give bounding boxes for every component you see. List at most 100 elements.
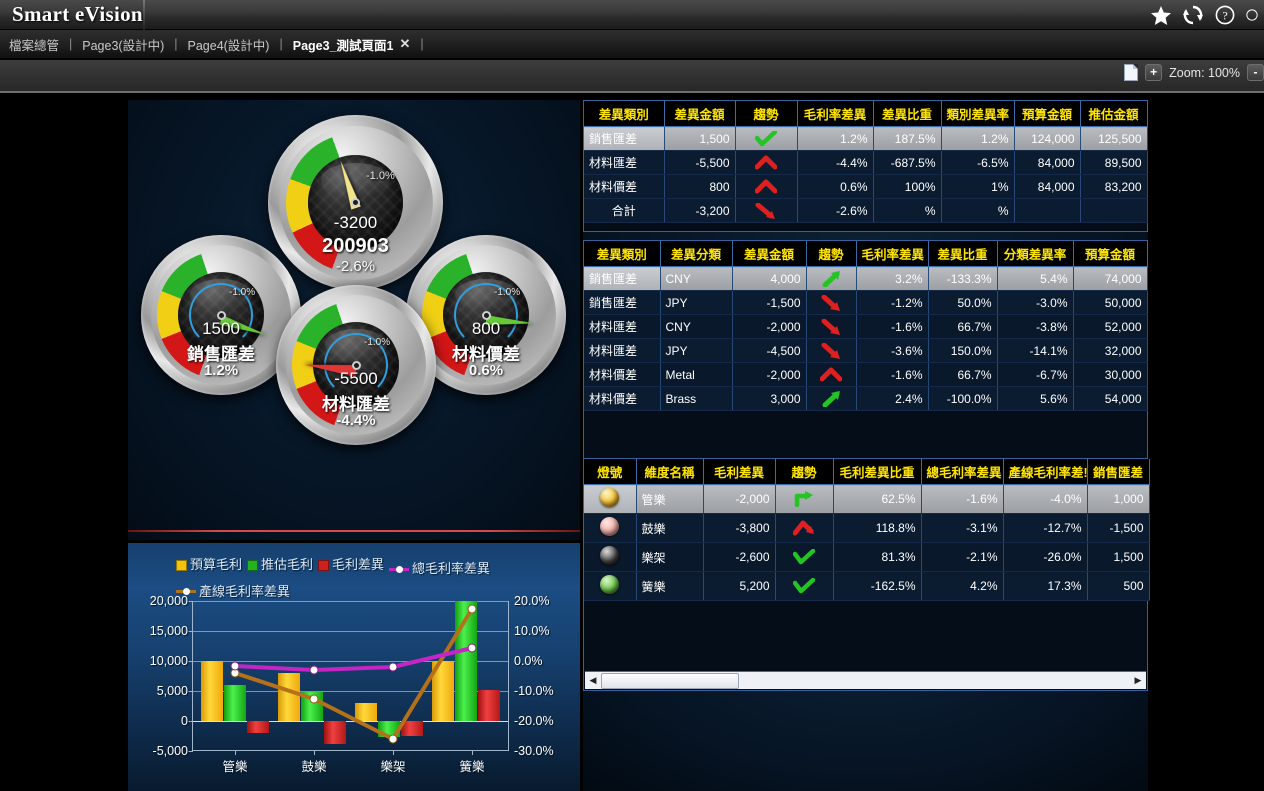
gauge-value: -3200 [333,213,378,232]
col-header[interactable]: 趨勢 [735,101,798,127]
col-header[interactable]: 總毛利率差異 [921,459,1004,485]
turn-up-green-icon [794,491,813,508]
col-header[interactable]: 毛利率差異 [797,101,874,127]
gauge-material-fx[interactable]: -1.0% -5500 材料匯差 -4.4% [276,285,436,445]
chart-plot-area: 20,000 15,000 10,000 5,000 0 -5,000 20.0… [150,594,554,774]
cell-category: 合計 [584,198,665,223]
col-header[interactable]: 差異金額 [732,241,807,267]
col-header[interactable]: 維度名稱 [636,459,704,485]
tab-page3-design[interactable]: Page3(設計中) [73,30,173,58]
col-header[interactable]: 差異比重 [873,101,942,127]
col-header[interactable]: 差異比重 [928,241,998,267]
table-row[interactable]: 材料匯差 CNY -2,000 -1.6% 66.7% -3.8% 52,000 [584,314,1148,339]
col-header[interactable]: 差異類別 [584,241,661,267]
cell-line-margin-variance: -4.0% [1003,484,1088,514]
cell-budget: 30,000 [1073,362,1148,387]
table-row[interactable]: 簧樂 5,200 -162.5% 4.2% 17.3% 500 [584,571,1150,601]
cell-profit-variance: -2,600 [703,542,776,572]
col-header[interactable]: 毛利差異 [703,459,776,485]
gauge-sales-fx[interactable]: -1.0% 1500 銷售匯差 1.2% [141,235,301,395]
refresh-icon[interactable] [1182,4,1204,26]
cell-profit-variance: 5,200 [703,571,776,601]
table-row[interactable]: 材料價差 800 0.6% 100% 1% 84,000 83,200 [584,174,1148,199]
col-header[interactable]: 燈號 [584,459,637,485]
table-row[interactable]: 銷售匯差 CNY 4,000 3.2% -133.3% 5.4% 74,000 [584,266,1148,291]
col-header[interactable]: 趨勢 [775,459,834,485]
table-row[interactable]: 材料價差 Metal -2,000 -1.6% 66.7% -6.7% 30,0… [584,362,1148,387]
cell-class: CNY [660,314,733,339]
legend-line [176,588,196,595]
tab-file-explorer[interactable]: 檔案總管 [0,30,68,58]
y-axis-label: 5,000 [156,684,188,698]
col-header[interactable]: 差異分類 [660,241,733,267]
table-row[interactable]: 材料價差 Brass 3,000 2.4% -100.0% 5.6% 54,00… [584,386,1148,411]
cell-budget: 52,000 [1073,314,1148,339]
table-row-total[interactable]: 合計 -3,200 -2.6% % % [584,198,1148,223]
col-header[interactable]: 銷售匯差 [1087,459,1150,485]
window-title-bar: Smart eVision ? [0,0,1264,30]
zoom-in-button[interactable]: + [1145,64,1163,81]
table-row[interactable]: 銷售匯差 1,500 1.2% 187.5% 1.2% 124,000 125,… [584,126,1148,151]
gauge-inner-ring [324,333,388,397]
legend-label: 毛利差異 [332,557,385,572]
bar-variance-3 [478,690,500,721]
table-row[interactable]: 鼓樂 -3,800 118.8% -3.1% -12.7% -1,500 [584,513,1150,543]
zoom-out-button[interactable]: - [1247,64,1264,81]
status-lamp-icon [600,546,620,565]
horizontal-scrollbar[interactable]: ◀ ▶ [585,671,1146,689]
cell-variance-weight: -100.0% [928,386,998,411]
table-row[interactable]: 材料匯差 -5,500 -4.4% -687.5% -6.5% 84,000 8… [584,150,1148,175]
legend-item-estimated-gross-profit: 推估毛利 [247,555,313,575]
col-header[interactable]: 差異類別 [584,101,665,127]
bar-budget-2 [355,703,377,721]
gauge-value: 800 [471,319,501,338]
dimension-grid[interactable]: 燈號 維度名稱 毛利差異 趨勢 毛利差異比重 總毛利率差異 產線毛利率差! 銷售… [583,458,1150,691]
scrollbar-track[interactable] [601,672,1130,689]
col-header[interactable]: 推估金額 [1080,101,1148,127]
caret-up-red-icon [819,367,843,381]
arrow-down-red-icon [755,202,775,219]
cell-trend [735,198,798,223]
table-row[interactable]: 材料匯差 JPY -4,500 -3.6% 150.0% -14.1% 32,0… [584,338,1148,363]
cell-estimate: 89,500 [1080,150,1148,175]
tab-page3-test1[interactable]: Page3_測試頁面1 ✕ [284,30,420,58]
col-header[interactable]: 預算金額 [1014,101,1081,127]
close-icon[interactable]: ✕ [399,36,411,51]
col-header[interactable]: 差異金額 [664,101,736,127]
col-header[interactable]: 預算金額 [1073,241,1148,267]
cell-trend [735,126,798,151]
cell-lamp [584,513,637,543]
variance-summary-grid[interactable]: 差異類別 差異金額 趨勢 毛利率差異 差異比重 類別差異率 預算金額 推估金額 … [583,100,1148,232]
gauge-tick-label: -1.0% [364,337,391,348]
x-tick [393,750,394,755]
table-header-row: 差異類別 差異金額 趨勢 毛利率差異 差異比重 類別差異率 預算金額 推估金額 [584,101,1148,127]
col-header[interactable]: 產線毛利率差! [1003,459,1088,485]
cell-amount: -2,000 [732,362,807,387]
cell-amount: -1,500 [732,290,807,315]
table-header-row: 燈號 維度名稱 毛利差異 趨勢 毛利差異比重 總毛利率差異 產線毛利率差! 銷售… [584,459,1150,485]
y2-axis-label: 0.0% [514,654,543,668]
col-header[interactable]: 毛利率差異 [856,241,929,267]
arrow-down-red-icon [821,342,840,359]
scrollbar-thumb[interactable] [601,672,739,689]
table-row[interactable]: 樂架 -2,600 81.3% -2.1% -26.0% 1,500 [584,542,1150,572]
col-header[interactable]: 趨勢 [806,241,857,267]
gauge-main[interactable]: -1.0% -3200 200903 -2.6% [268,115,443,290]
col-header[interactable]: 毛利差異比重 [833,459,922,485]
tab-page4-design[interactable]: Page4(設計中) [179,30,279,58]
info-icon[interactable] [1246,4,1258,26]
cell-budget: 74,000 [1073,266,1148,291]
scroll-left-icon[interactable]: ◀ [589,675,597,685]
col-header[interactable]: 分類差異率 [997,241,1074,267]
legend-item-line-gross-margin-variance: 產線毛利率差異 [176,582,290,602]
star-icon[interactable] [1150,4,1172,26]
scroll-right-icon[interactable]: ▶ [1134,675,1142,685]
legend-item-total-gross-margin-variance: 總毛利率差異 [389,559,490,579]
col-header[interactable]: 類別差異率 [941,101,1015,127]
gauge-tick-label: -1.0% [494,287,521,298]
table-row[interactable]: 管樂 -2,000 62.5% -1.6% -4.0% 1,000 [584,484,1150,514]
cell-class: JPY [660,290,733,315]
help-icon[interactable]: ? [1214,4,1236,26]
table-row[interactable]: 銷售匯差 JPY -1,500 -1.2% 50.0% -3.0% 50,000 [584,290,1148,315]
page-icon[interactable] [1124,64,1139,81]
